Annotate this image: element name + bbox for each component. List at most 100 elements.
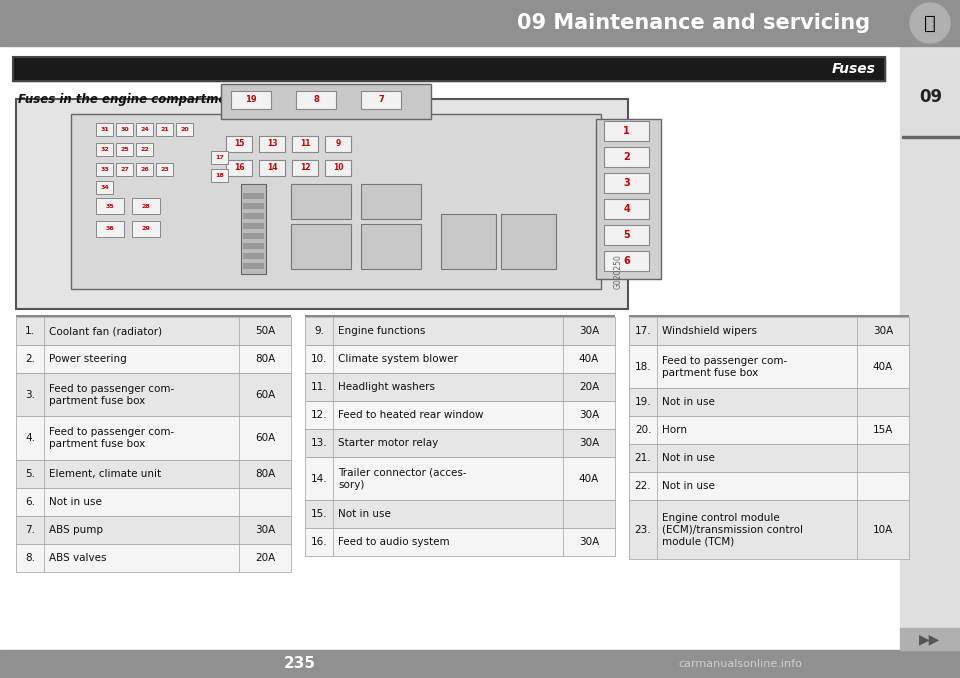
Bar bbox=[305, 345, 333, 373]
Bar bbox=[305, 429, 333, 457]
Text: 15A: 15A bbox=[873, 425, 893, 435]
Bar bbox=[361, 224, 421, 269]
Text: 2.: 2. bbox=[25, 354, 35, 364]
Bar bbox=[305, 528, 333, 557]
Bar bbox=[239, 487, 291, 516]
Text: 2: 2 bbox=[623, 152, 630, 162]
Text: Headlight washers: Headlight washers bbox=[338, 382, 435, 392]
Text: Fuses: Fuses bbox=[832, 62, 876, 76]
Text: Engine functions: Engine functions bbox=[338, 326, 425, 336]
Bar bbox=[441, 214, 496, 269]
Bar bbox=[71, 114, 601, 289]
Bar bbox=[857, 473, 909, 500]
Bar bbox=[292, 136, 318, 152]
Text: 3: 3 bbox=[623, 178, 630, 188]
Bar bbox=[629, 345, 909, 388]
Bar bbox=[231, 91, 271, 109]
Bar bbox=[96, 143, 113, 156]
Text: Not in use: Not in use bbox=[662, 397, 715, 407]
Bar bbox=[239, 373, 291, 416]
Text: Climate system blower: Climate system blower bbox=[338, 354, 458, 364]
Text: 22: 22 bbox=[140, 147, 149, 152]
Bar bbox=[629, 317, 657, 345]
Text: 09: 09 bbox=[920, 87, 943, 106]
Bar bbox=[16, 345, 44, 373]
Bar bbox=[44, 516, 239, 544]
Text: 24: 24 bbox=[140, 127, 149, 132]
Bar bbox=[259, 136, 285, 152]
Bar bbox=[156, 163, 173, 176]
Text: 26: 26 bbox=[140, 167, 149, 172]
Text: 33: 33 bbox=[100, 167, 108, 172]
Text: Feed to audio system: Feed to audio system bbox=[338, 538, 449, 547]
Bar bbox=[116, 163, 133, 176]
Bar bbox=[629, 416, 657, 444]
Bar bbox=[226, 136, 252, 152]
Text: 1.: 1. bbox=[25, 326, 35, 336]
Text: 3.: 3. bbox=[25, 390, 35, 400]
Bar bbox=[259, 160, 285, 176]
Bar bbox=[16, 516, 44, 544]
Text: 235: 235 bbox=[284, 656, 316, 671]
Bar bbox=[239, 416, 291, 460]
Text: 13: 13 bbox=[267, 140, 277, 148]
Text: 40A: 40A bbox=[873, 361, 893, 372]
Text: 16: 16 bbox=[233, 163, 244, 172]
Bar bbox=[241, 184, 266, 274]
Bar bbox=[657, 500, 857, 559]
Text: Fuses in the engine compartment: Fuses in the engine compartment bbox=[18, 93, 241, 106]
Bar bbox=[629, 473, 909, 500]
Bar bbox=[325, 136, 351, 152]
Bar bbox=[563, 317, 615, 345]
Bar bbox=[243, 223, 264, 229]
Bar bbox=[563, 528, 615, 557]
Text: 20A: 20A bbox=[254, 553, 276, 563]
Bar bbox=[857, 444, 909, 473]
Bar bbox=[211, 151, 228, 164]
Bar bbox=[305, 373, 333, 401]
Bar bbox=[629, 500, 909, 559]
Bar bbox=[243, 203, 264, 209]
Bar bbox=[44, 416, 239, 460]
Text: 10: 10 bbox=[333, 163, 344, 172]
Text: 1: 1 bbox=[623, 126, 630, 136]
Text: 13.: 13. bbox=[311, 438, 327, 448]
Bar bbox=[857, 500, 909, 559]
Text: 18.: 18. bbox=[635, 361, 651, 372]
Bar bbox=[857, 317, 909, 345]
Text: 29: 29 bbox=[142, 226, 151, 231]
Text: G020250: G020250 bbox=[614, 254, 623, 289]
Bar bbox=[305, 429, 615, 457]
Text: ABS pump: ABS pump bbox=[49, 525, 103, 535]
Bar bbox=[629, 317, 909, 345]
Bar bbox=[176, 123, 193, 136]
Bar bbox=[857, 345, 909, 388]
Bar bbox=[16, 315, 291, 317]
Bar bbox=[13, 57, 885, 81]
Text: 7.: 7. bbox=[25, 525, 35, 535]
Bar bbox=[132, 221, 160, 237]
Bar bbox=[116, 123, 133, 136]
Bar bbox=[361, 91, 401, 109]
Bar bbox=[333, 317, 563, 345]
Text: 8: 8 bbox=[313, 96, 319, 104]
Bar bbox=[563, 457, 615, 500]
Text: 16.: 16. bbox=[311, 538, 327, 547]
Bar bbox=[16, 416, 44, 460]
Text: 19.: 19. bbox=[635, 397, 651, 407]
Bar bbox=[136, 143, 153, 156]
Bar bbox=[657, 444, 857, 473]
Bar bbox=[604, 225, 649, 245]
Bar bbox=[563, 373, 615, 401]
Text: 34: 34 bbox=[100, 185, 108, 190]
Bar bbox=[657, 345, 857, 388]
Text: 40A: 40A bbox=[579, 354, 599, 364]
Text: 23: 23 bbox=[160, 167, 169, 172]
Bar bbox=[0, 650, 960, 678]
Bar bbox=[563, 429, 615, 457]
Text: 30A: 30A bbox=[579, 438, 599, 448]
Text: 25: 25 bbox=[120, 147, 129, 152]
Text: Feed to passenger com-
partment fuse box: Feed to passenger com- partment fuse box bbox=[49, 427, 175, 449]
Bar bbox=[44, 487, 239, 516]
Text: 21: 21 bbox=[160, 127, 169, 132]
